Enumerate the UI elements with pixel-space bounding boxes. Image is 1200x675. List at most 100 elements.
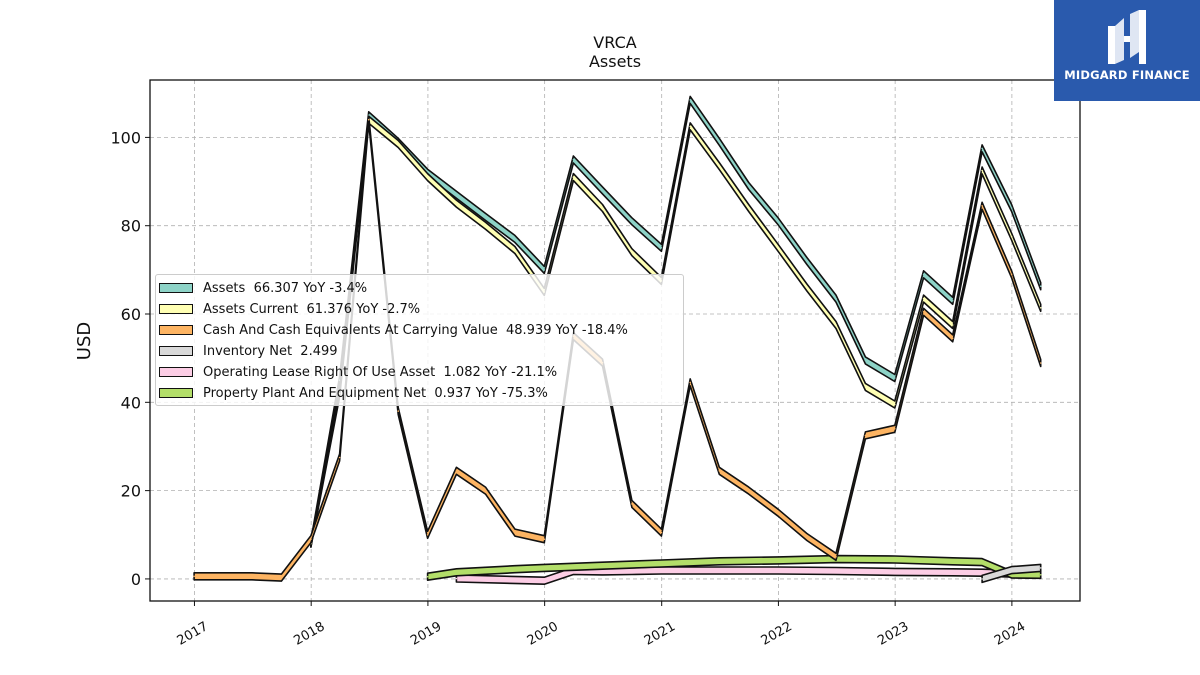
point-assets-current-16 bbox=[777, 247, 779, 249]
point-assets-12 bbox=[660, 247, 663, 249]
point-assets-current-3 bbox=[397, 143, 400, 145]
point-property-plant-and-equipment-net-10 bbox=[951, 560, 954, 563]
x-tick-label: 2019 bbox=[408, 619, 444, 649]
point-property-plant-and-equipment-net-5 bbox=[660, 562, 663, 565]
point-cash-and-cash-equivalents-at-carrying-value-21 bbox=[835, 556, 837, 558]
y-axis-label: USD bbox=[74, 322, 95, 360]
x-tick-label: 2023 bbox=[875, 619, 911, 649]
plot-frame bbox=[149, 79, 1081, 602]
point-assets-current-19 bbox=[864, 386, 867, 388]
point-operating-lease-right-of-use-asset-5 bbox=[660, 569, 663, 572]
legend-label: Property Plant And Equipment Net 0.937 Y… bbox=[203, 385, 548, 401]
point-assets-7 bbox=[514, 238, 516, 240]
point-assets-11 bbox=[631, 220, 633, 223]
point-assets-13 bbox=[689, 99, 691, 101]
legend-item-ppe: Property Plant And Equipment Net 0.937 Y… bbox=[159, 384, 548, 402]
y-tick-label: 0 bbox=[131, 570, 141, 589]
point-cash-and-cash-equivalents-at-carrying-value-24 bbox=[922, 311, 925, 313]
mf-monogram-icon bbox=[1108, 10, 1146, 64]
point-assets-10 bbox=[601, 189, 604, 192]
point-property-plant-and-equipment-net-0 bbox=[426, 575, 429, 578]
point-assets-22 bbox=[951, 300, 954, 302]
legend-item-operating-lease: Operating Lease Right Of Use Asset 1.082… bbox=[159, 363, 557, 381]
x-tick-label: 2017 bbox=[175, 619, 211, 649]
point-cash-and-cash-equivalents-at-carrying-value-22 bbox=[864, 434, 867, 437]
legend-label: Assets Current 61.376 YoY -2.7% bbox=[203, 301, 421, 317]
legend-item-assets: Assets 66.307 YoY -3.4% bbox=[159, 279, 367, 297]
point-assets-15 bbox=[747, 185, 750, 187]
point-cash-and-cash-equivalents-at-carrying-value-5 bbox=[367, 118, 370, 121]
point-property-plant-and-equipment-net-7 bbox=[777, 559, 779, 562]
point-cash-and-cash-equivalents-at-carrying-value-16 bbox=[689, 381, 691, 384]
point-cash-and-cash-equivalents-at-carrying-value-0 bbox=[193, 575, 195, 578]
point-cash-and-cash-equivalents-at-carrying-value-7 bbox=[426, 534, 429, 536]
legend-item-inventory: Inventory Net 2.499 bbox=[159, 342, 338, 360]
brand-logo: MIDGARD FINANCE bbox=[1054, 0, 1200, 101]
point-assets-24 bbox=[1010, 207, 1013, 209]
point-cash-and-cash-equivalents-at-carrying-value-28 bbox=[1039, 362, 1042, 364]
point-assets-9 bbox=[572, 158, 575, 161]
point-assets-8 bbox=[543, 269, 546, 271]
point-cash-and-cash-equivalents-at-carrying-value-20 bbox=[806, 536, 808, 538]
legend-item-cash: Cash And Cash Equivalents At Carrying Va… bbox=[159, 321, 628, 339]
point-property-plant-and-equipment-net-2 bbox=[514, 568, 516, 570]
point-cash-and-cash-equivalents-at-carrying-value-3 bbox=[310, 538, 312, 540]
point-assets-current-17 bbox=[806, 286, 808, 289]
legend-swatch bbox=[159, 304, 193, 314]
point-cash-and-cash-equivalents-at-carrying-value-15 bbox=[660, 531, 663, 534]
chart-subtitle: Assets bbox=[589, 52, 641, 71]
point-cash-and-cash-equivalents-at-carrying-value-10 bbox=[514, 531, 516, 534]
legend-swatch bbox=[159, 325, 193, 335]
point-cash-and-cash-equivalents-at-carrying-value-8 bbox=[455, 470, 458, 472]
point-property-plant-and-equipment-net-13 bbox=[1039, 574, 1042, 576]
point-property-plant-and-equipment-net-9 bbox=[894, 558, 896, 561]
legend-label: Assets 66.307 YoY -3.4% bbox=[203, 280, 368, 296]
point-operating-lease-right-of-use-asset-1 bbox=[543, 579, 546, 582]
y-tick-label: 80 bbox=[121, 217, 141, 236]
point-assets-current-23 bbox=[981, 169, 983, 172]
point-assets-18 bbox=[835, 297, 837, 300]
point-property-plant-and-equipment-net-6 bbox=[718, 560, 721, 563]
point-assets-current-5 bbox=[455, 202, 458, 205]
legend-label: Inventory Net 2.499 bbox=[203, 343, 338, 359]
point-cash-and-cash-equivalents-at-carrying-value-25 bbox=[951, 337, 954, 340]
x-tick-label: 2024 bbox=[992, 619, 1028, 649]
point-cash-and-cash-equivalents-at-carrying-value-19 bbox=[777, 511, 779, 514]
point-assets-19 bbox=[864, 359, 867, 362]
legend-swatch bbox=[159, 388, 193, 398]
y-tick-label: 100 bbox=[110, 128, 141, 147]
point-assets-17 bbox=[806, 260, 808, 262]
point-assets-current-21 bbox=[922, 297, 925, 300]
point-property-plant-and-equipment-net-3 bbox=[543, 567, 546, 569]
point-inventory-net-0 bbox=[981, 578, 983, 580]
legend-swatch bbox=[159, 367, 193, 377]
point-assets-5 bbox=[455, 194, 458, 196]
series-assets bbox=[310, 95, 1042, 548]
point-assets-current-18 bbox=[835, 324, 837, 326]
point-assets-current-22 bbox=[951, 324, 954, 326]
point-assets-current-11 bbox=[631, 251, 633, 253]
point-assets-current-9 bbox=[572, 176, 575, 178]
point-cash-and-cash-equivalents-at-carrying-value-18 bbox=[747, 489, 750, 492]
point-cash-and-cash-equivalents-at-carrying-value-14 bbox=[631, 503, 633, 505]
point-assets-current-20 bbox=[894, 403, 896, 406]
y-tick-label: 60 bbox=[121, 305, 141, 324]
y-tick-label: 40 bbox=[121, 393, 141, 412]
point-cash-and-cash-equivalents-at-carrying-value-1 bbox=[251, 575, 253, 578]
point-assets-current-24 bbox=[1010, 235, 1013, 238]
point-operating-lease-right-of-use-asset-8 bbox=[894, 571, 896, 573]
point-assets-current-15 bbox=[747, 207, 750, 209]
point-cash-and-cash-equivalents-at-carrying-value-23 bbox=[894, 428, 896, 430]
point-property-plant-and-equipment-net-11 bbox=[981, 561, 983, 563]
brand-name: MIDGARD FINANCE bbox=[1064, 68, 1190, 82]
point-assets-14 bbox=[718, 141, 721, 143]
point-assets-current-14 bbox=[718, 165, 721, 167]
point-assets-20 bbox=[894, 377, 896, 379]
point-assets-current-7 bbox=[514, 249, 516, 251]
point-assets-current-4 bbox=[426, 176, 429, 178]
point-property-plant-and-equipment-net-4 bbox=[601, 564, 604, 567]
x-tick-label: 2022 bbox=[759, 619, 795, 649]
point-cash-and-cash-equivalents-at-carrying-value-11 bbox=[543, 538, 546, 540]
point-assets-6 bbox=[484, 216, 487, 218]
legend-swatch bbox=[159, 283, 193, 293]
